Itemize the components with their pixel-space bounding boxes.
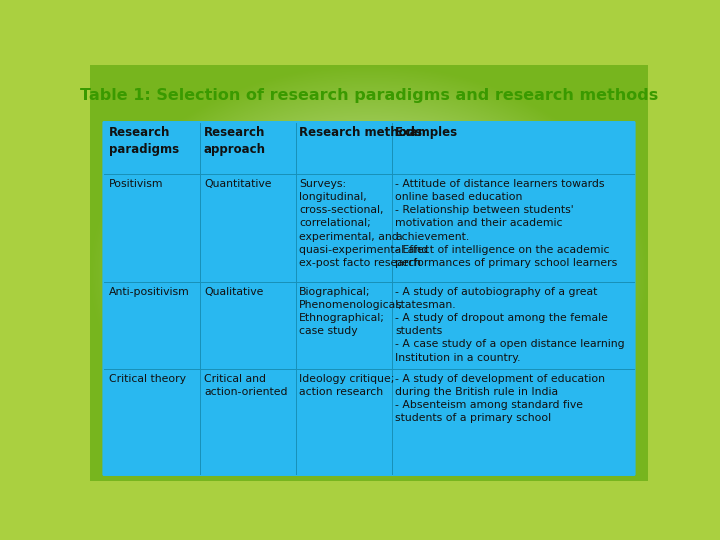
Text: Qualitative: Qualitative bbox=[204, 287, 264, 296]
Text: Research
approach: Research approach bbox=[204, 126, 266, 156]
Text: Anti-positivism: Anti-positivism bbox=[109, 287, 189, 296]
Text: Positivism: Positivism bbox=[109, 179, 163, 189]
Text: Research methods: Research methods bbox=[300, 126, 422, 139]
Text: Critical theory: Critical theory bbox=[109, 374, 186, 383]
Text: Quantitative: Quantitative bbox=[204, 179, 271, 189]
FancyBboxPatch shape bbox=[102, 121, 636, 476]
Text: - Attitude of distance learners towards
online based education
- Relationship be: - Attitude of distance learners towards … bbox=[395, 179, 618, 268]
Text: Surveys:
longitudinal,
cross-sectional,
correlational;
experimental, and
quasi-e: Surveys: longitudinal, cross-sectional, … bbox=[300, 179, 428, 268]
Text: Research
paradigms: Research paradigms bbox=[109, 126, 179, 156]
Text: - A study of autobiography of a great
statesman.
- A study of dropout among the : - A study of autobiography of a great st… bbox=[395, 287, 625, 362]
Text: Biographical;
Phenomenological;
Ethnographical;
case study: Biographical; Phenomenological; Ethnogra… bbox=[300, 287, 403, 336]
Text: Ideology critique;
action research: Ideology critique; action research bbox=[300, 374, 395, 397]
Text: Examples: Examples bbox=[395, 126, 459, 139]
Text: - A study of development of education
during the British rule in India
- Absente: - A study of development of education du… bbox=[395, 374, 606, 423]
Text: Critical and
action-oriented: Critical and action-oriented bbox=[204, 374, 287, 397]
Text: Table 1: Selection of research paradigms and research methods: Table 1: Selection of research paradigms… bbox=[80, 88, 658, 103]
